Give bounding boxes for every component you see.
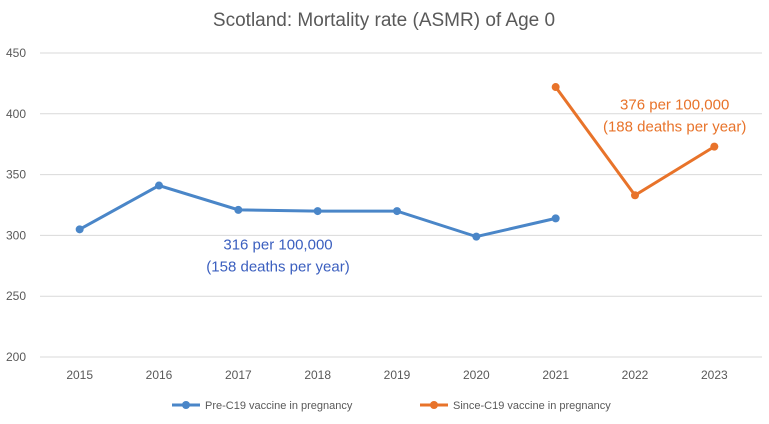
x-tick-label: 2021: [542, 368, 569, 382]
y-tick-label: 400: [6, 107, 26, 121]
data-point: [234, 205, 243, 214]
annotation-text: (188 deaths per year): [603, 119, 746, 136]
x-tick-label: 2017: [225, 368, 252, 382]
annotation-text: 316 per 100,000: [223, 236, 332, 253]
data-point: [155, 181, 163, 190]
data-point: [472, 232, 481, 241]
y-tick-label: 250: [6, 289, 26, 303]
x-tick-label: 2016: [146, 368, 173, 382]
y-tick-label: 200: [6, 350, 26, 364]
x-tick-label: 2020: [463, 368, 490, 382]
x-tick-label: 2019: [384, 368, 411, 382]
x-tick-label: 2018: [304, 368, 331, 382]
y-tick-label: 300: [6, 228, 26, 242]
legend-label: Since-C19 vaccine in pregnancy: [453, 400, 611, 412]
data-point: [551, 83, 560, 92]
annotation-text: 376 per 100,000: [620, 97, 729, 114]
y-tick-label: 350: [6, 168, 26, 182]
chart-title: Scotland: Mortality rate (ASMR) of Age 0: [213, 10, 555, 31]
legend-label: Pre-C19 vaccine in pregnancy: [205, 400, 353, 412]
data-point: [631, 191, 639, 200]
data-point: [313, 207, 322, 216]
annotation-text: (158 deaths per year): [206, 258, 349, 275]
data-point: [551, 214, 560, 223]
legend-marker: [430, 401, 438, 409]
data-point: [710, 142, 719, 151]
data-point: [393, 207, 401, 216]
x-tick-label: 2023: [701, 368, 728, 382]
y-tick-label: 450: [6, 46, 26, 60]
legend-marker: [182, 401, 190, 409]
data-point: [75, 225, 84, 234]
x-tick-label: 2015: [66, 368, 93, 382]
x-tick-label: 2022: [622, 368, 649, 382]
